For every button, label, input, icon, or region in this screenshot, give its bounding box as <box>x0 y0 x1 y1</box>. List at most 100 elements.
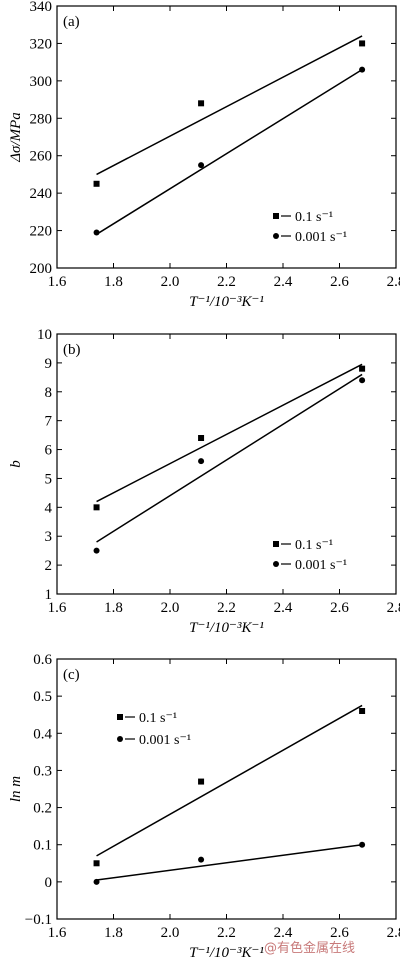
x-tick-label: 1.8 <box>104 925 123 941</box>
x-tick-label: 2.0 <box>161 274 180 290</box>
x-axis-title: T⁻¹/10⁻³K⁻¹ <box>189 620 264 636</box>
data-point-square <box>359 40 366 47</box>
legend-marker-circle <box>117 736 123 742</box>
x-tick-label: 2.6 <box>330 600 349 616</box>
legend-marker-square <box>117 714 123 720</box>
legend-label: 0.1 s⁻¹ <box>295 210 333 225</box>
y-axis-title: ln m <box>8 776 24 802</box>
x-tick-label: 1.8 <box>104 274 123 290</box>
x-tick-label: 2.2 <box>217 925 236 941</box>
y-tick-label: 3 <box>45 529 53 545</box>
legend: 0.1 s⁻¹ 0.001 s⁻¹ <box>117 711 191 748</box>
watermark: @有色金属在线 <box>264 940 355 956</box>
legend-marker-circle <box>273 561 279 567</box>
y-tick-label: 0.4 <box>33 726 52 742</box>
y-tick-label: 340 <box>30 0 53 15</box>
data-point-square <box>93 180 100 187</box>
y-tick-label: 10 <box>37 327 52 343</box>
panel-label: (b) <box>63 342 81 358</box>
y-axis-title: b <box>8 460 24 468</box>
x-tick-label: 1.6 <box>48 274 67 290</box>
fit-line <box>96 35 363 176</box>
y-tick-label: 7 <box>45 414 53 430</box>
chart-panel-a: 1.6 1.8 2.0 2.2 2.4 2.6 2.8 200 220 240 260 280 300 3… <box>8 0 400 310</box>
x-axis-title: T⁻¹/10⁻³K⁻¹ <box>189 945 264 961</box>
data-point-circle <box>198 856 205 863</box>
chart-panel-c: 1.6 1.8 2.0 2.2 2.4 2.6 2.8 −0.1 0 0.1 0.2 0.3 0.4 0.… <box>8 652 400 961</box>
series-square <box>93 363 366 511</box>
x-tick-label: 2.0 <box>161 600 180 616</box>
panel-label: (c) <box>63 667 80 683</box>
fit-line <box>96 373 363 543</box>
legend-marker-circle <box>273 233 279 239</box>
x-tick-label: 2.8 <box>387 274 400 290</box>
legend-marker-square <box>273 541 279 547</box>
series-square <box>93 704 366 867</box>
y-tick-label: 220 <box>30 224 53 240</box>
y-tick-label: 9 <box>45 356 53 372</box>
data-point-circle <box>359 66 366 73</box>
legend-label: 0.1 s⁻¹ <box>139 711 177 726</box>
y-tick-label: 0.5 <box>33 689 52 705</box>
data-point-square <box>198 100 205 107</box>
x-tick-label: 2.4 <box>274 600 293 616</box>
data-point-square <box>93 504 100 511</box>
series-circle <box>93 841 366 885</box>
x-tick-label: 2.8 <box>387 925 400 941</box>
legend-label: 0.001 s⁻¹ <box>295 230 347 245</box>
legend: 0.1 s⁻¹ 0.001 s⁻¹ <box>273 210 347 245</box>
fit-line <box>96 363 363 503</box>
y-tick-label: 5 <box>45 471 53 487</box>
data-point-circle <box>198 162 205 169</box>
data-point-circle <box>198 458 205 465</box>
legend-marker-square <box>273 213 279 219</box>
plot-frame <box>56 658 397 920</box>
fit-line <box>96 68 363 235</box>
y-tick-label: 260 <box>30 149 53 165</box>
y-tick-label: −0.1 <box>25 912 52 928</box>
series-circle <box>93 66 366 236</box>
y-tick-label: 0.2 <box>33 801 52 817</box>
x-axis-title: T⁻¹/10⁻³K⁻¹ <box>189 294 264 310</box>
x-tick-label: 1.6 <box>48 600 67 616</box>
legend-label: 0.1 s⁻¹ <box>295 538 333 553</box>
data-point-square <box>198 778 205 785</box>
y-axis-title: Δσ/MPa <box>8 112 24 163</box>
legend: 0.1 s⁻¹ 0.001 s⁻¹ <box>273 538 347 573</box>
y-tick-label: 4 <box>45 500 53 516</box>
data-point-square <box>93 860 100 867</box>
x-tick-label: 2.6 <box>330 925 349 941</box>
y-tick-label: 320 <box>30 36 53 52</box>
legend-label: 0.001 s⁻¹ <box>139 733 191 748</box>
data-point-square <box>359 365 366 372</box>
fit-line <box>96 704 363 857</box>
y-tick-label: 0.6 <box>33 652 52 668</box>
y-tick-label: 240 <box>30 186 53 202</box>
series-circle <box>93 373 366 554</box>
x-tick-label: 2.4 <box>274 925 293 941</box>
data-point-circle <box>359 377 366 384</box>
x-tick-label: 1.6 <box>48 925 67 941</box>
y-tick-label: 0.3 <box>33 763 52 779</box>
x-tick-label: 2.8 <box>387 600 400 616</box>
data-point-circle <box>93 878 100 885</box>
y-tick-label: 200 <box>30 261 53 277</box>
x-tick-label: 1.8 <box>104 600 123 616</box>
data-point-circle <box>93 229 100 236</box>
y-tick-label: 2 <box>45 558 53 574</box>
panel-label: (a) <box>63 14 80 30</box>
y-tick-label: 300 <box>30 74 53 90</box>
data-point-circle <box>93 547 100 554</box>
chart-panels: 1.61.82.02.22.42.62.82002202402602803003… <box>8 0 400 961</box>
y-tick-label: 0 <box>45 875 53 891</box>
data-point-circle <box>359 841 366 848</box>
x-tick-label: 2.6 <box>330 274 349 290</box>
x-tick-label: 2.2 <box>217 274 236 290</box>
y-tick-label: 0.1 <box>33 838 52 854</box>
chart-panel-b: 1.6 1.8 2.0 2.2 2.4 2.6 2.8 1 2 3 4 5 6 7 8 9 10 (b) T⁻¹/1… <box>8 327 400 636</box>
y-tick-label: 280 <box>30 111 53 127</box>
x-tick-label: 2.0 <box>161 925 180 941</box>
data-point-square <box>198 435 205 441</box>
x-tick-label: 2.4 <box>274 274 293 290</box>
